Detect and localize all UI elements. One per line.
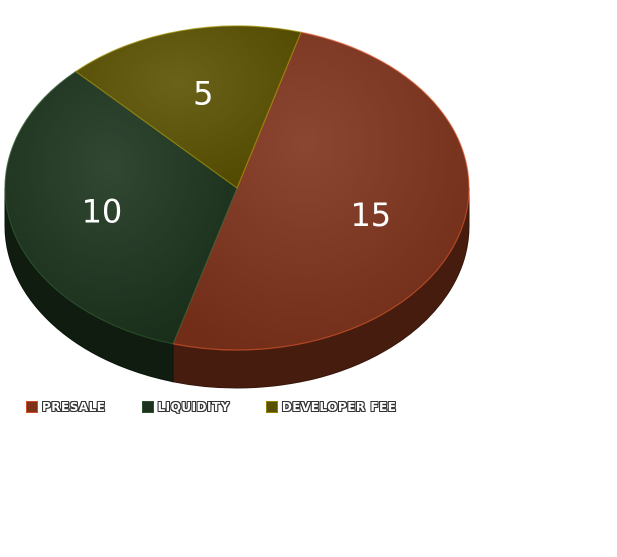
pie-slices bbox=[4, 25, 470, 351]
data-label-developer-fee: 5 bbox=[193, 75, 213, 113]
legend-item-liquidity[interactable]: LIQUIDITY bbox=[141, 400, 230, 414]
pie-data-labels: 15 10 5 bbox=[82, 75, 392, 234]
data-label-liquidity: 10 bbox=[82, 193, 123, 231]
legend-label-developer-fee: DEVELOPER FEE bbox=[281, 400, 397, 414]
legend-item-developer-fee[interactable]: DEVELOPER FEE bbox=[265, 400, 397, 414]
legend: PRESALE LIQUIDITY DEVELOPER FEE bbox=[26, 400, 432, 414]
legend-label-liquidity: LIQUIDITY bbox=[157, 400, 230, 414]
data-label-presale: 15 bbox=[350, 196, 391, 234]
legend-item-presale[interactable]: PRESALE bbox=[26, 400, 106, 414]
legend-swatch-presale bbox=[26, 401, 38, 413]
legend-swatch-liquidity bbox=[141, 401, 154, 413]
legend-label-presale: PRESALE bbox=[42, 400, 106, 414]
legend-swatch-developer-fee bbox=[265, 401, 278, 413]
